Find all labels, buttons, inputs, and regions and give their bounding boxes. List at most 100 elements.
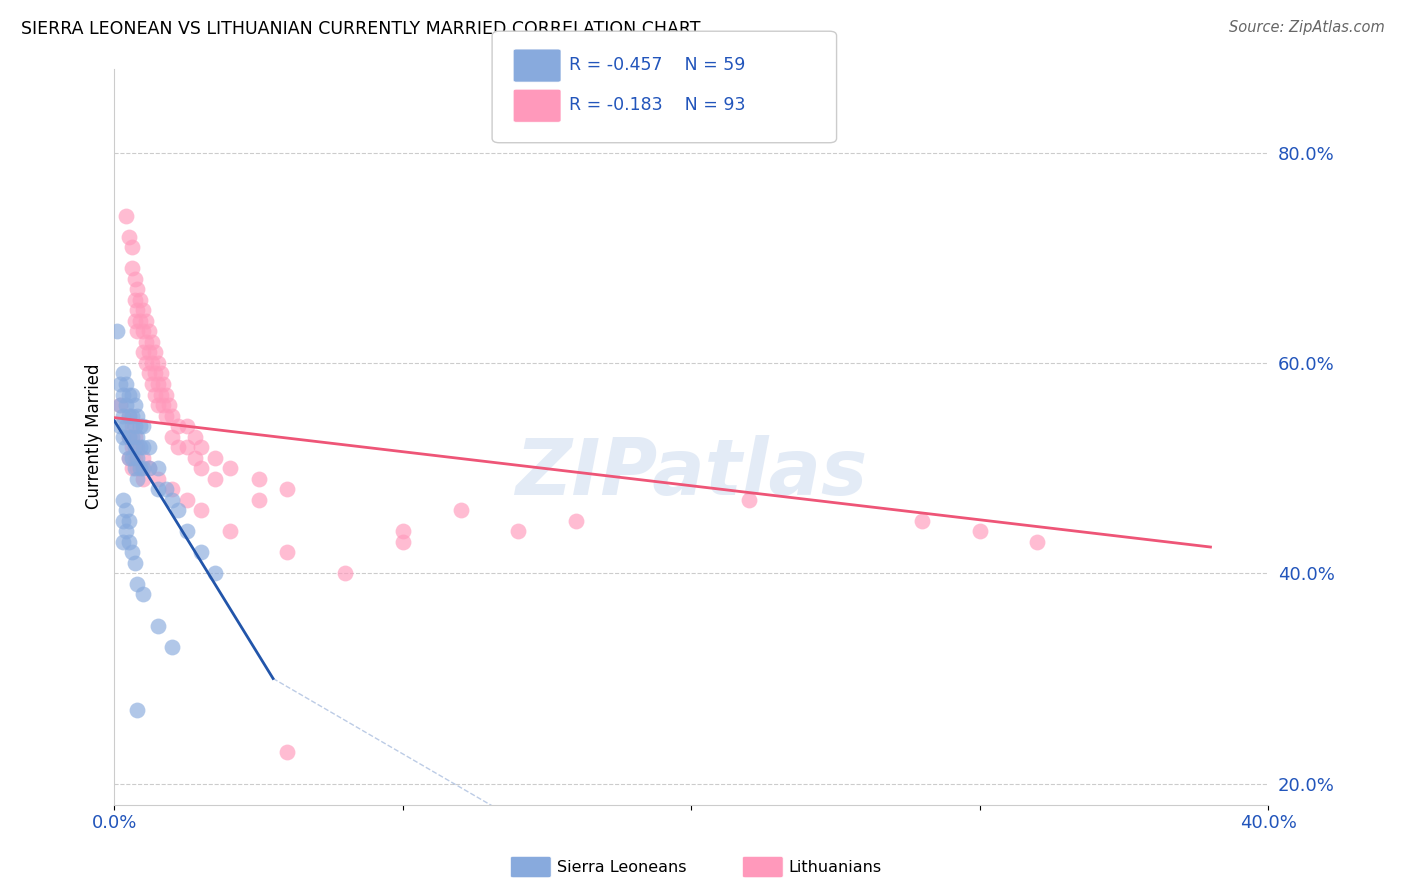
Point <box>112 409 135 423</box>
Point <box>160 482 183 496</box>
Text: SIERRA LEONEAN VS LITHUANIAN CURRENTLY MARRIED CORRELATION CHART: SIERRA LEONEAN VS LITHUANIAN CURRENTLY M… <box>21 20 700 37</box>
Text: Lithuanians: Lithuanians <box>789 860 882 874</box>
Point <box>124 419 146 434</box>
Point <box>276 482 298 496</box>
Point <box>115 377 138 392</box>
Point <box>135 314 157 328</box>
Point <box>135 334 157 349</box>
Point <box>190 545 212 559</box>
Point <box>167 419 190 434</box>
Point <box>108 419 131 434</box>
Point <box>124 314 146 328</box>
Point <box>112 429 135 443</box>
Point <box>108 377 131 392</box>
Point <box>160 492 183 507</box>
Point <box>146 398 169 412</box>
Point <box>911 839 934 854</box>
Point <box>141 377 163 392</box>
Point <box>121 545 143 559</box>
Point <box>118 387 141 401</box>
Point <box>118 409 141 423</box>
Point <box>152 398 174 412</box>
Point <box>138 325 160 339</box>
Point <box>276 545 298 559</box>
Point <box>124 272 146 286</box>
Point <box>132 461 155 475</box>
Point <box>204 566 226 581</box>
Point <box>121 429 143 443</box>
Point <box>190 461 212 475</box>
Point <box>218 524 240 539</box>
Point <box>124 461 146 475</box>
Point <box>127 409 149 423</box>
Point <box>155 409 177 423</box>
Point <box>121 240 143 254</box>
Point <box>392 524 415 539</box>
Point <box>450 503 472 517</box>
Point <box>118 409 141 423</box>
Point <box>565 514 588 528</box>
Point <box>118 534 141 549</box>
Point <box>155 482 177 496</box>
Point <box>333 566 356 581</box>
Point <box>108 398 131 412</box>
Point <box>138 461 160 475</box>
Point <box>124 450 146 465</box>
Point <box>132 450 155 465</box>
Point <box>127 282 149 296</box>
Point <box>141 334 163 349</box>
Point <box>911 514 934 528</box>
Point <box>138 440 160 454</box>
Point <box>184 450 207 465</box>
Point <box>132 303 155 318</box>
Point <box>124 556 146 570</box>
Point <box>508 524 530 539</box>
Point <box>167 440 190 454</box>
Point <box>127 303 149 318</box>
Point <box>157 398 180 412</box>
Point <box>969 524 991 539</box>
Point <box>112 534 135 549</box>
Point <box>118 450 141 465</box>
Point <box>129 461 152 475</box>
Point <box>132 587 155 601</box>
Point <box>138 461 160 475</box>
Point <box>738 492 761 507</box>
Text: R = -0.457    N = 59: R = -0.457 N = 59 <box>569 56 745 74</box>
Text: Source: ZipAtlas.com: Source: ZipAtlas.com <box>1229 20 1385 35</box>
Point <box>146 619 169 633</box>
Point <box>132 440 155 454</box>
Point <box>118 429 141 443</box>
Point <box>127 577 149 591</box>
Point <box>135 356 157 370</box>
Point <box>167 503 190 517</box>
Point <box>115 209 138 223</box>
Point <box>124 440 146 454</box>
Point <box>124 398 146 412</box>
Point <box>146 482 169 496</box>
Point <box>132 419 155 434</box>
Point <box>176 419 198 434</box>
Point <box>127 429 149 443</box>
Point <box>190 440 212 454</box>
Point <box>129 419 152 434</box>
Point <box>247 472 270 486</box>
Point <box>108 398 131 412</box>
Point <box>141 356 163 370</box>
Point <box>190 503 212 517</box>
Point <box>176 492 198 507</box>
Point <box>121 440 143 454</box>
Point <box>127 472 149 486</box>
Point <box>143 387 166 401</box>
Point <box>247 492 270 507</box>
Point <box>112 492 135 507</box>
Point <box>127 325 149 339</box>
Point <box>115 503 138 517</box>
Point <box>115 398 138 412</box>
Point <box>105 325 128 339</box>
Point <box>146 461 169 475</box>
Point <box>176 524 198 539</box>
Point <box>204 472 226 486</box>
Point <box>118 229 141 244</box>
Point <box>124 429 146 443</box>
